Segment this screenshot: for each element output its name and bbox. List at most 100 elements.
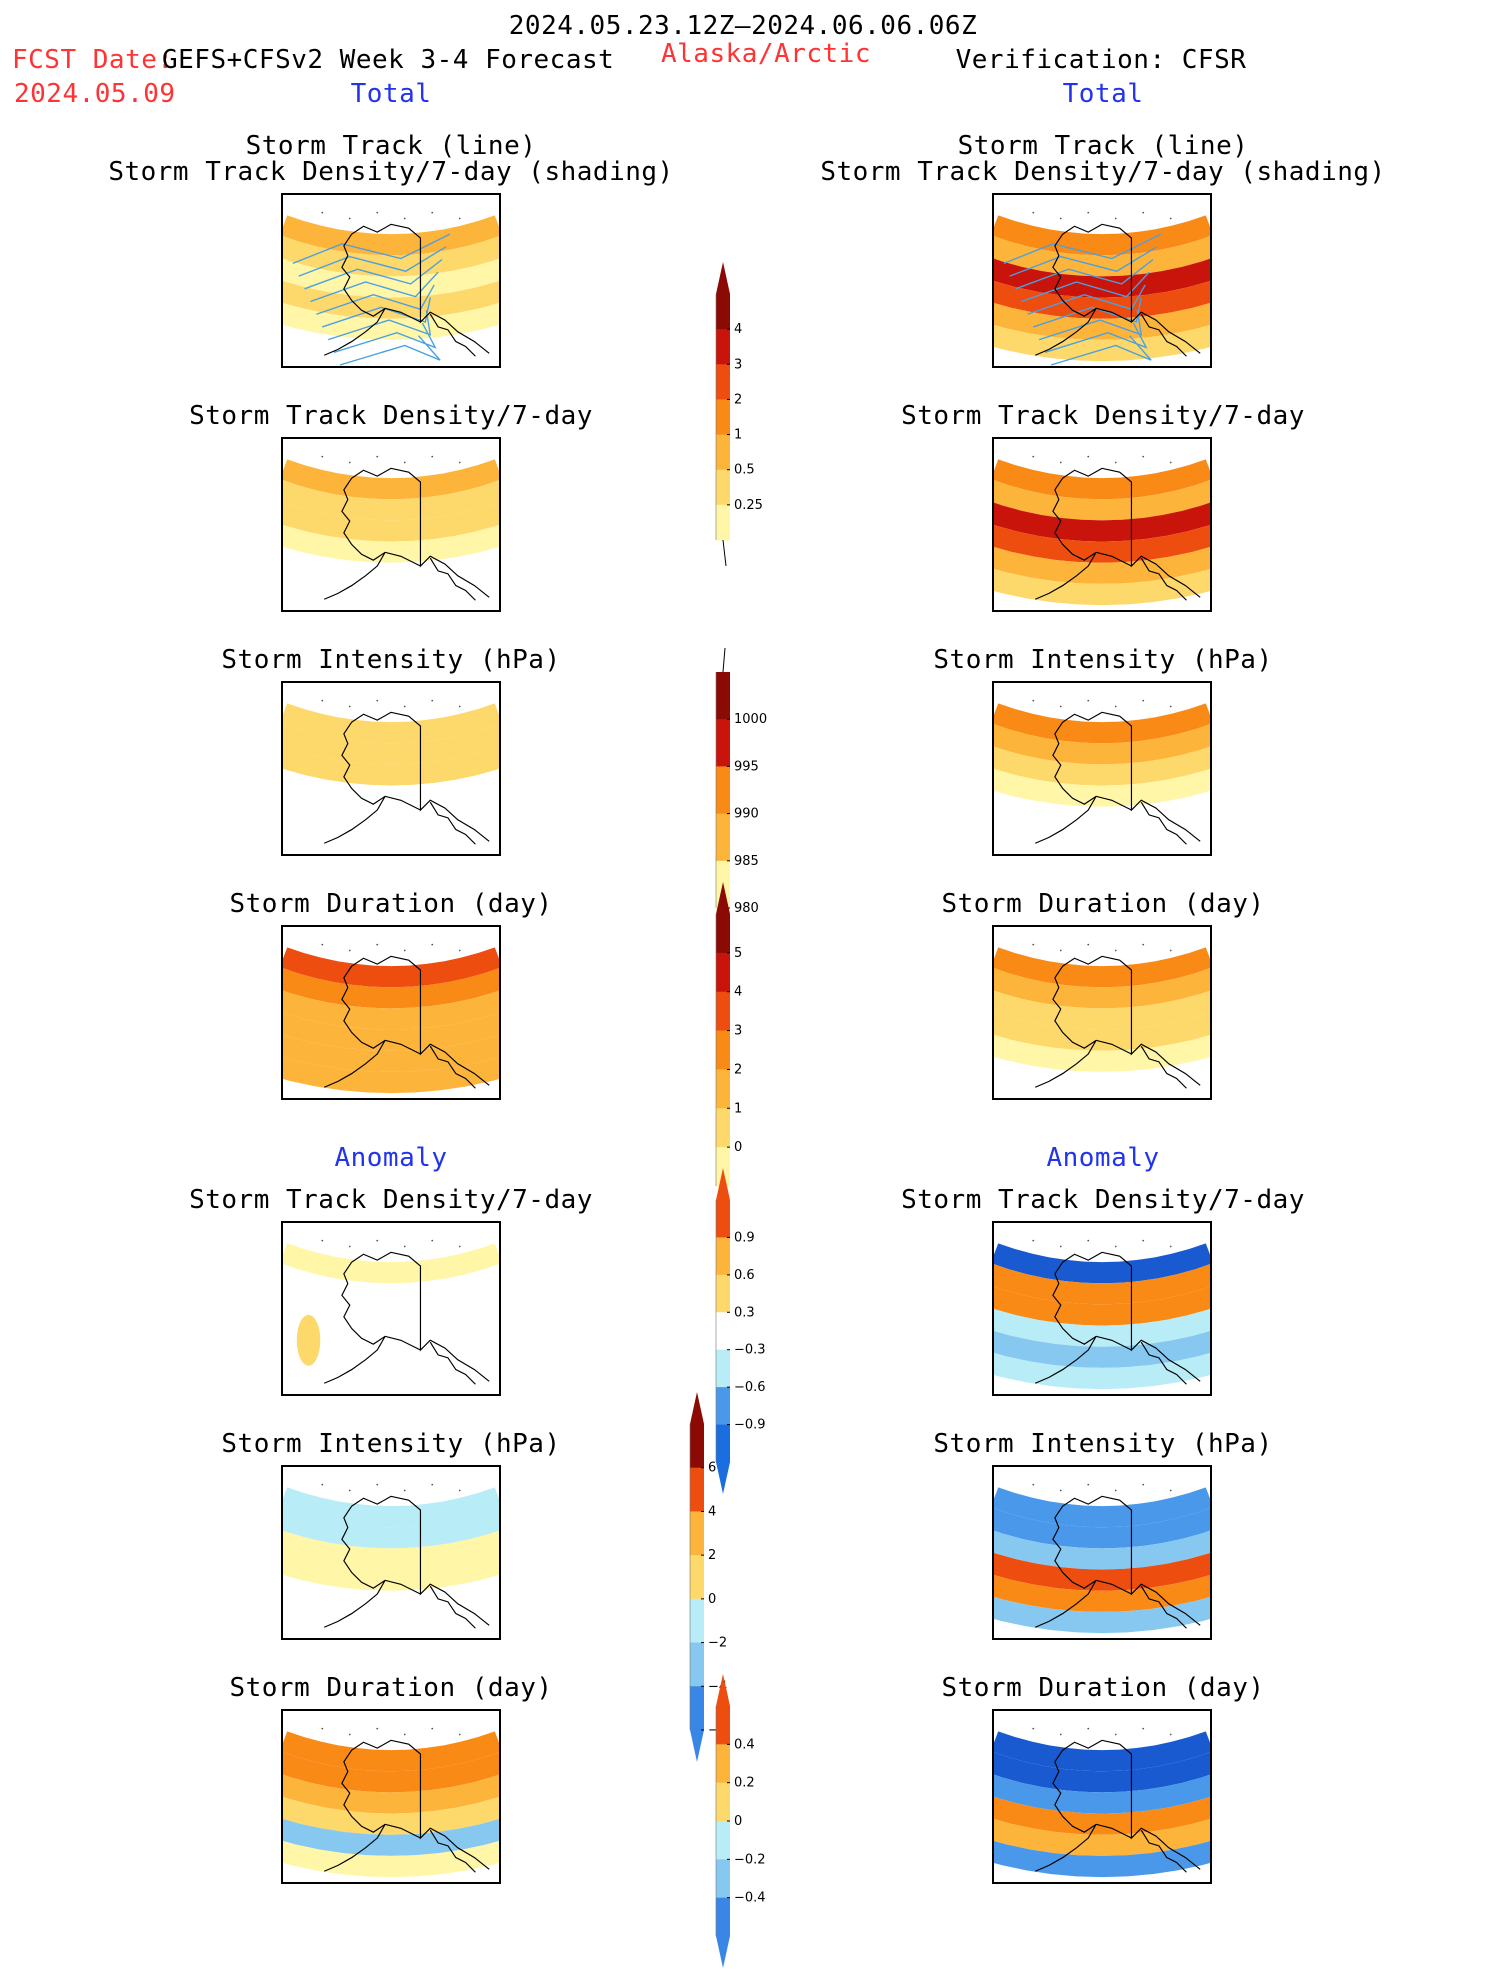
map-panel-cfsr-track-density-shading	[992, 193, 1212, 368]
alaska-coastline	[324, 711, 490, 845]
storm-track-lines	[1003, 233, 1162, 366]
alaska-coastline	[1035, 467, 1201, 601]
colorbar-top-triangle	[690, 1392, 704, 1424]
colorbar-segment	[716, 672, 730, 720]
forecast-period: 2024.05.23.12Z—2024.06.06.06Z	[508, 11, 978, 41]
shading-band	[994, 968, 1210, 1009]
shading-band	[994, 990, 1210, 1030]
panel-title: Storm Duration (day)	[941, 889, 1265, 919]
shading-band	[994, 1575, 1210, 1612]
shading-band	[994, 1487, 1210, 1528]
colorbar-segment	[716, 434, 730, 471]
colorbar-segment	[690, 1467, 704, 1512]
graticule-dots	[321, 699, 461, 708]
colorbar-tick-label: 1000	[734, 712, 767, 727]
graticule-dots	[1032, 1727, 1172, 1736]
panel-title: Storm Track Density/7-day	[189, 1185, 593, 1215]
shading-band	[283, 1552, 499, 1591]
panel-title: Storm Track Density/7-day	[901, 1185, 1305, 1215]
shading-band	[994, 480, 1210, 521]
shading-band	[283, 480, 499, 521]
colorbar-top-triangle	[716, 1168, 730, 1200]
region-label: Alaska/Arctic	[661, 39, 871, 69]
panel-title: Storm Duration (day)	[941, 1673, 1265, 1703]
shading-band	[994, 1331, 1210, 1368]
colorbar-segment	[716, 469, 730, 506]
shading-band	[283, 1731, 499, 1772]
graticule-dots	[1032, 1239, 1172, 1248]
map-panel-forecast-duration	[281, 925, 501, 1100]
colorbar-segment	[716, 364, 730, 400]
right-anomaly-label: Anomaly	[1046, 1143, 1160, 1173]
colorbar-tick-label: 3	[734, 1024, 742, 1039]
shading-band	[283, 1530, 499, 1570]
panel-title: Storm Track (line)	[245, 131, 537, 161]
colorbar-segment	[716, 991, 730, 1032]
colorbar-segment	[716, 1108, 730, 1148]
colorbar-segment	[716, 914, 730, 954]
colorbar-track-density: 4 3 2 1 0.5 0.25	[715, 262, 776, 576]
panel-title: Storm Duration (day)	[229, 1673, 553, 1703]
colorbar-segment	[716, 1424, 730, 1463]
shading-band	[994, 569, 1210, 606]
panel-title: Storm Intensity (hPa)	[933, 645, 1273, 675]
colorbar-segment	[690, 1511, 704, 1556]
shading-band	[283, 1819, 499, 1856]
graticule-dots	[321, 943, 461, 952]
shading-band	[994, 746, 1210, 786]
colorbar-tick-label: 0	[734, 1140, 742, 1155]
shading-band	[283, 1575, 499, 1612]
colorbar-tick-label: 4	[734, 985, 742, 1000]
shading-band	[994, 1731, 1210, 1772]
graticule-dots	[1032, 455, 1172, 464]
map-panel-forecast-intensity-anomaly	[281, 1465, 501, 1640]
colorbar-tick-label: 0.5	[734, 463, 755, 478]
colorbar-tick-label: 4	[708, 1504, 716, 1519]
colorbar-segment	[690, 1686, 704, 1731]
shading-band	[283, 947, 499, 988]
shading-band	[283, 1752, 499, 1793]
shading-band	[283, 1508, 499, 1549]
map-panel-cfsr-duration-anomaly	[992, 1709, 1212, 1884]
shading-band	[994, 1530, 1210, 1570]
graticule-dots	[1032, 1483, 1172, 1492]
shading-band	[994, 703, 1210, 744]
shading-band	[994, 1057, 1210, 1094]
colorbar-segment	[716, 1859, 730, 1899]
colorbar-tick-label: 0.9	[734, 1230, 755, 1245]
map-panel-cfsr-track-density	[992, 437, 1212, 612]
colorbar-segment	[716, 1069, 730, 1109]
colorbar-segment	[716, 1200, 730, 1238]
colorbar-tick-label: −0.4	[734, 1891, 766, 1906]
shading-band	[283, 1774, 499, 1814]
colorbar-tick-label: −0.9	[734, 1418, 766, 1433]
alaska-coastline	[1035, 1251, 1201, 1385]
colorbar-tick-label: −0.2	[734, 1852, 766, 1867]
alaska-coastline	[1035, 711, 1201, 845]
shading-band	[283, 1487, 499, 1528]
colorbar-bottom-triangle	[716, 1462, 730, 1494]
graticule-dots	[321, 1483, 461, 1492]
colorbar-tick-label: −2	[708, 1636, 727, 1651]
colorbar-segment	[716, 1897, 730, 1937]
alaska-coastline	[1035, 223, 1201, 357]
colorbar-density-anomaly: 0.9 0.6 0.3 −0.3 −0.6 −0.9	[715, 1168, 776, 1498]
alaska-coastline	[1035, 1495, 1201, 1629]
colorbar-tick-label: 990	[734, 807, 759, 822]
alaska-coastline	[324, 955, 490, 1089]
shading-band	[283, 1796, 499, 1835]
shading-band	[283, 524, 499, 563]
shading-band	[994, 1353, 1210, 1390]
panel-title: Storm Duration (day)	[229, 889, 553, 919]
colorbar-segment	[716, 329, 730, 365]
colorbar-segment	[716, 1349, 730, 1388]
shading-band	[994, 459, 1210, 500]
shading-band	[994, 947, 1210, 988]
shading-band	[994, 524, 1210, 563]
shading-band	[283, 990, 499, 1030]
map-panel-cfsr-duration	[992, 925, 1212, 1100]
fcst-date-label: FCST Date:	[12, 45, 174, 75]
colorbar-segment	[690, 1598, 704, 1644]
shading-band	[283, 703, 499, 744]
